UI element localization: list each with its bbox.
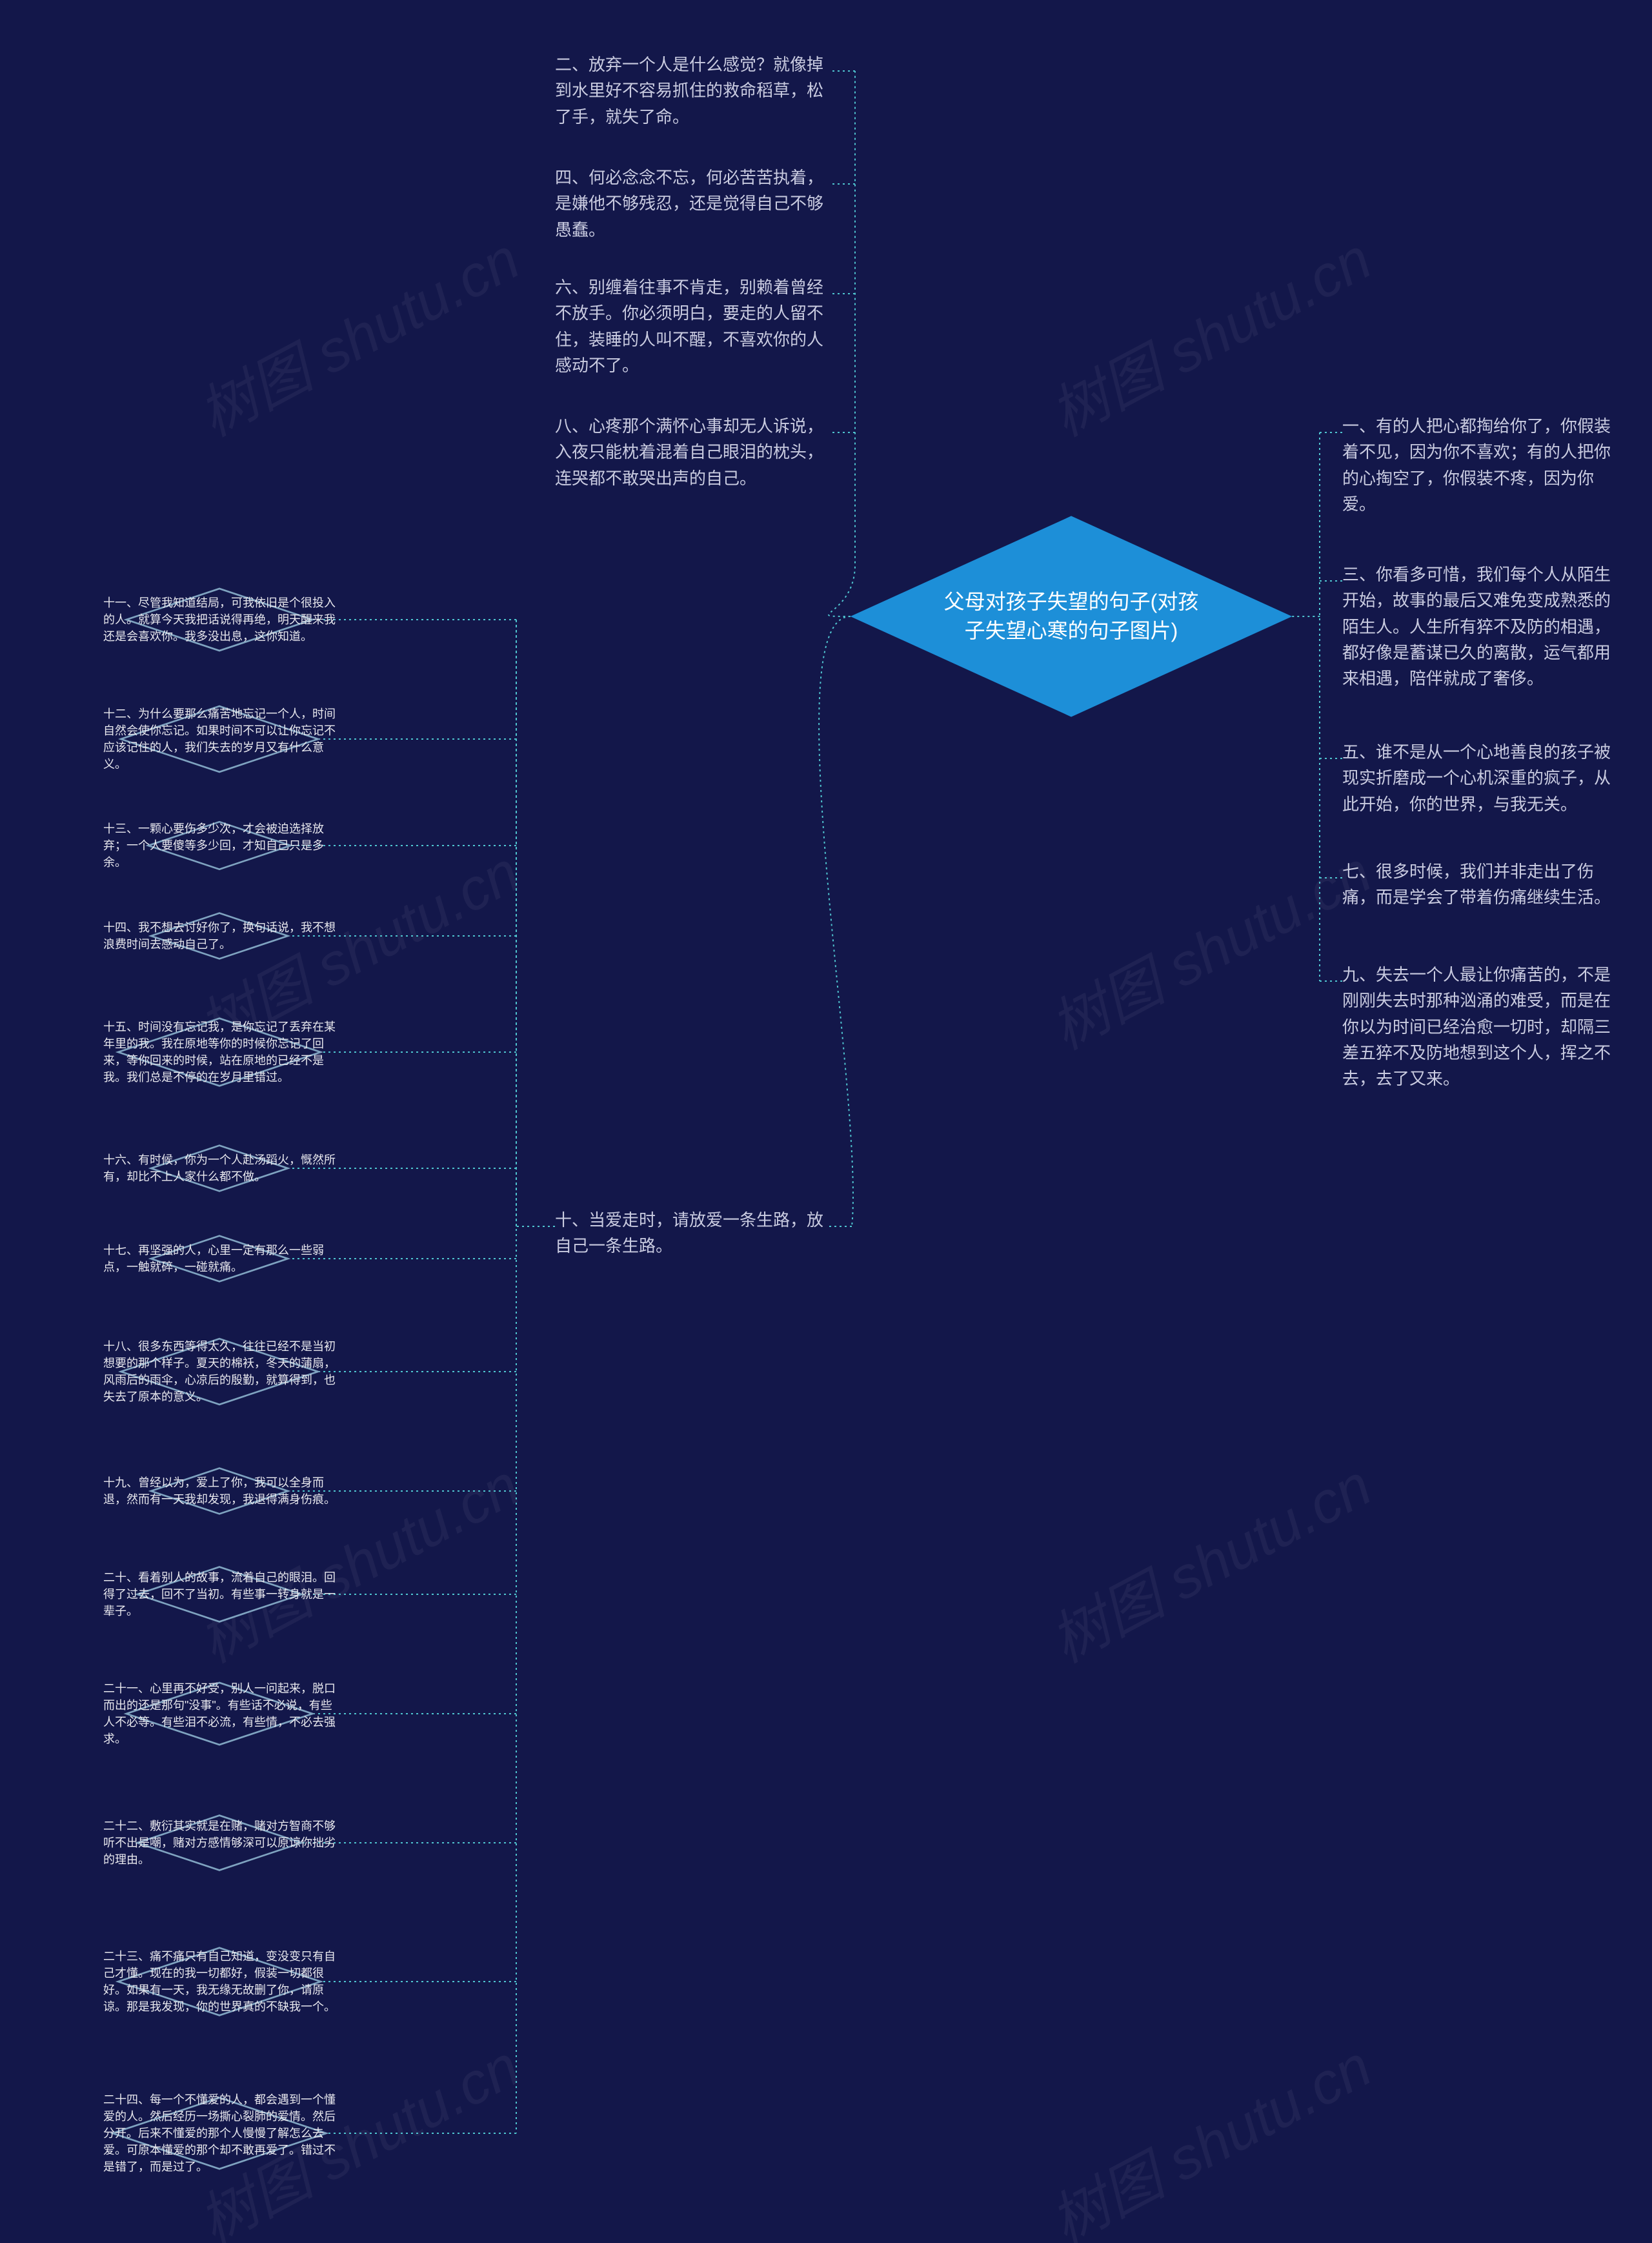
watermark: 树图 shutu.cn — [181, 213, 531, 452]
bridge-node: 十、当爱走时，请放爱一条生路，放自己一条生路。 — [555, 1207, 826, 1259]
top-text-node: 八、心疼那个满怀心事却无人诉说，入夜只能枕着混着自己眼泪的枕头，连哭都不敢哭出声… — [555, 413, 832, 491]
watermark: 树图 shutu.cn — [1033, 213, 1383, 452]
right-text-node: 三、你看多可惜，我们每个人从陌生开始，故事的最后又难免变成熟悉的陌生人。人生所有… — [1342, 562, 1620, 691]
left-node-text: 十八、很多东西等得太久，往往已经不是当初想要的那个样子。夏天的棉袄，冬天的蒲扇，… — [103, 1338, 336, 1405]
left-node-text: 十三、一颗心要伤多少次，才会被迫选择放弃；一个人要傻等多少回，才知自己只是多余。 — [103, 820, 336, 871]
left-node-text: 二十三、痛不痛只有自己知道，变没变只有自己才懂。现在的我一切都好，假装一切都很好… — [103, 1948, 336, 2015]
mindmap-canvas: 树图 shutu.cn 树图 shutu.cn 树图 shutu.cn 树图 shut… — [0, 0, 1652, 2243]
left-node-text: 二十、看着别人的故事，流着自己的眼泪。回得了过去，回不了当初。有些事一转身就是一… — [103, 1569, 336, 1619]
watermark: 树图 shutu.cn — [1033, 1439, 1383, 1679]
top-text-node: 六、别缠着往事不肯走，别赖着曾经不放手。你必须明白，要走的人留不住，装睡的人叫不… — [555, 274, 832, 378]
left-node-text: 十二、为什么要那么痛苦地忘记一个人，时间自然会使你忘记。如果时间不可以让你忘记不… — [103, 705, 336, 773]
left-node-text: 十五、时间没有忘记我，是你忘记了丢弃在某年里的我。我在原地等你的时候你忘记了回来… — [103, 1019, 336, 1086]
left-node-text: 二十四、每一个不懂爱的人，都会遇到一个懂爱的人。然后经历一场撕心裂肺的爱情。然后… — [103, 2091, 336, 2175]
left-node-text: 十六、有时候，你为一个人赴汤蹈火，慨然所有，却比不上人家什么都不做。 — [103, 1152, 336, 1185]
bridge-text: 十、当爱走时，请放爱一条生路，放自己一条生路。 — [555, 1210, 823, 1255]
left-node-text: 十九、曾经以为，爱上了你，我可以全身而退，然而有一天我却发现，我退得满身伤痕。 — [103, 1474, 336, 1508]
right-text-node: 七、很多时候，我们并非走出了伤痛，而是学会了带着伤痛继续生活。 — [1342, 858, 1620, 911]
central-topic-text: 父母对孩子失望的句子(对孩子失望心寒的句子图片) — [936, 587, 1207, 645]
left-node-text: 十四、我不想去讨好你了，换句话说，我不想浪费时间去感动自己了。 — [103, 919, 336, 953]
left-node-text: 十一、尽管我知道结局，可我依旧是个很投入的人。就算今天我把话说得再绝，明天醒来我… — [103, 594, 336, 645]
left-node-text: 二十一、心里再不好受，别人一问起来，脱口而出的还是那句"没事"。有些话不必说，有… — [103, 1680, 336, 1747]
top-text-node: 四、何必念念不忘，何必苦苦执着，是嫌他不够残忍，还是觉得自己不够愚蠢。 — [555, 165, 832, 243]
top-text-node: 二、放弃一个人是什么感觉？就像掉到水里好不容易抓住的救命稻草，松了手，就失了命。 — [555, 52, 832, 130]
left-node-text: 二十二、敷衍其实就是在赌，赌对方智商不够听不出是嘲，赌对方感情够深可以原谅你拙劣… — [103, 1818, 336, 1868]
right-text-node: 五、谁不是从一个心地善良的孩子被现实折磨成一个心机深重的疯子，从此开始，你的世界… — [1342, 739, 1620, 817]
right-text-node: 一、有的人把心都掏给你了，你假装着不见，因为你不喜欢；有的人把你的心掏空了，你假… — [1342, 413, 1620, 517]
watermark: 树图 shutu.cn — [1033, 826, 1383, 1066]
watermark: 树图 shutu.cn — [1033, 2020, 1383, 2243]
right-text-node: 九、失去一个人最让你痛苦的，不是刚刚失去时那种汹涌的难受，而是在你以为时间已经治… — [1342, 962, 1620, 1091]
left-node-text: 十七、再坚强的人，心里一定有那么一些弱点，一触就碎，一碰就痛。 — [103, 1242, 336, 1275]
